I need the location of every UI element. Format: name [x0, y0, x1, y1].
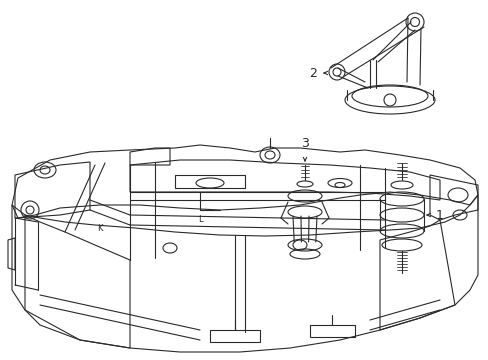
Text: 1: 1: [435, 208, 443, 221]
Text: L: L: [197, 215, 202, 224]
Text: K: K: [97, 224, 102, 233]
Text: 3: 3: [301, 137, 308, 150]
Text: 2: 2: [308, 67, 316, 80]
